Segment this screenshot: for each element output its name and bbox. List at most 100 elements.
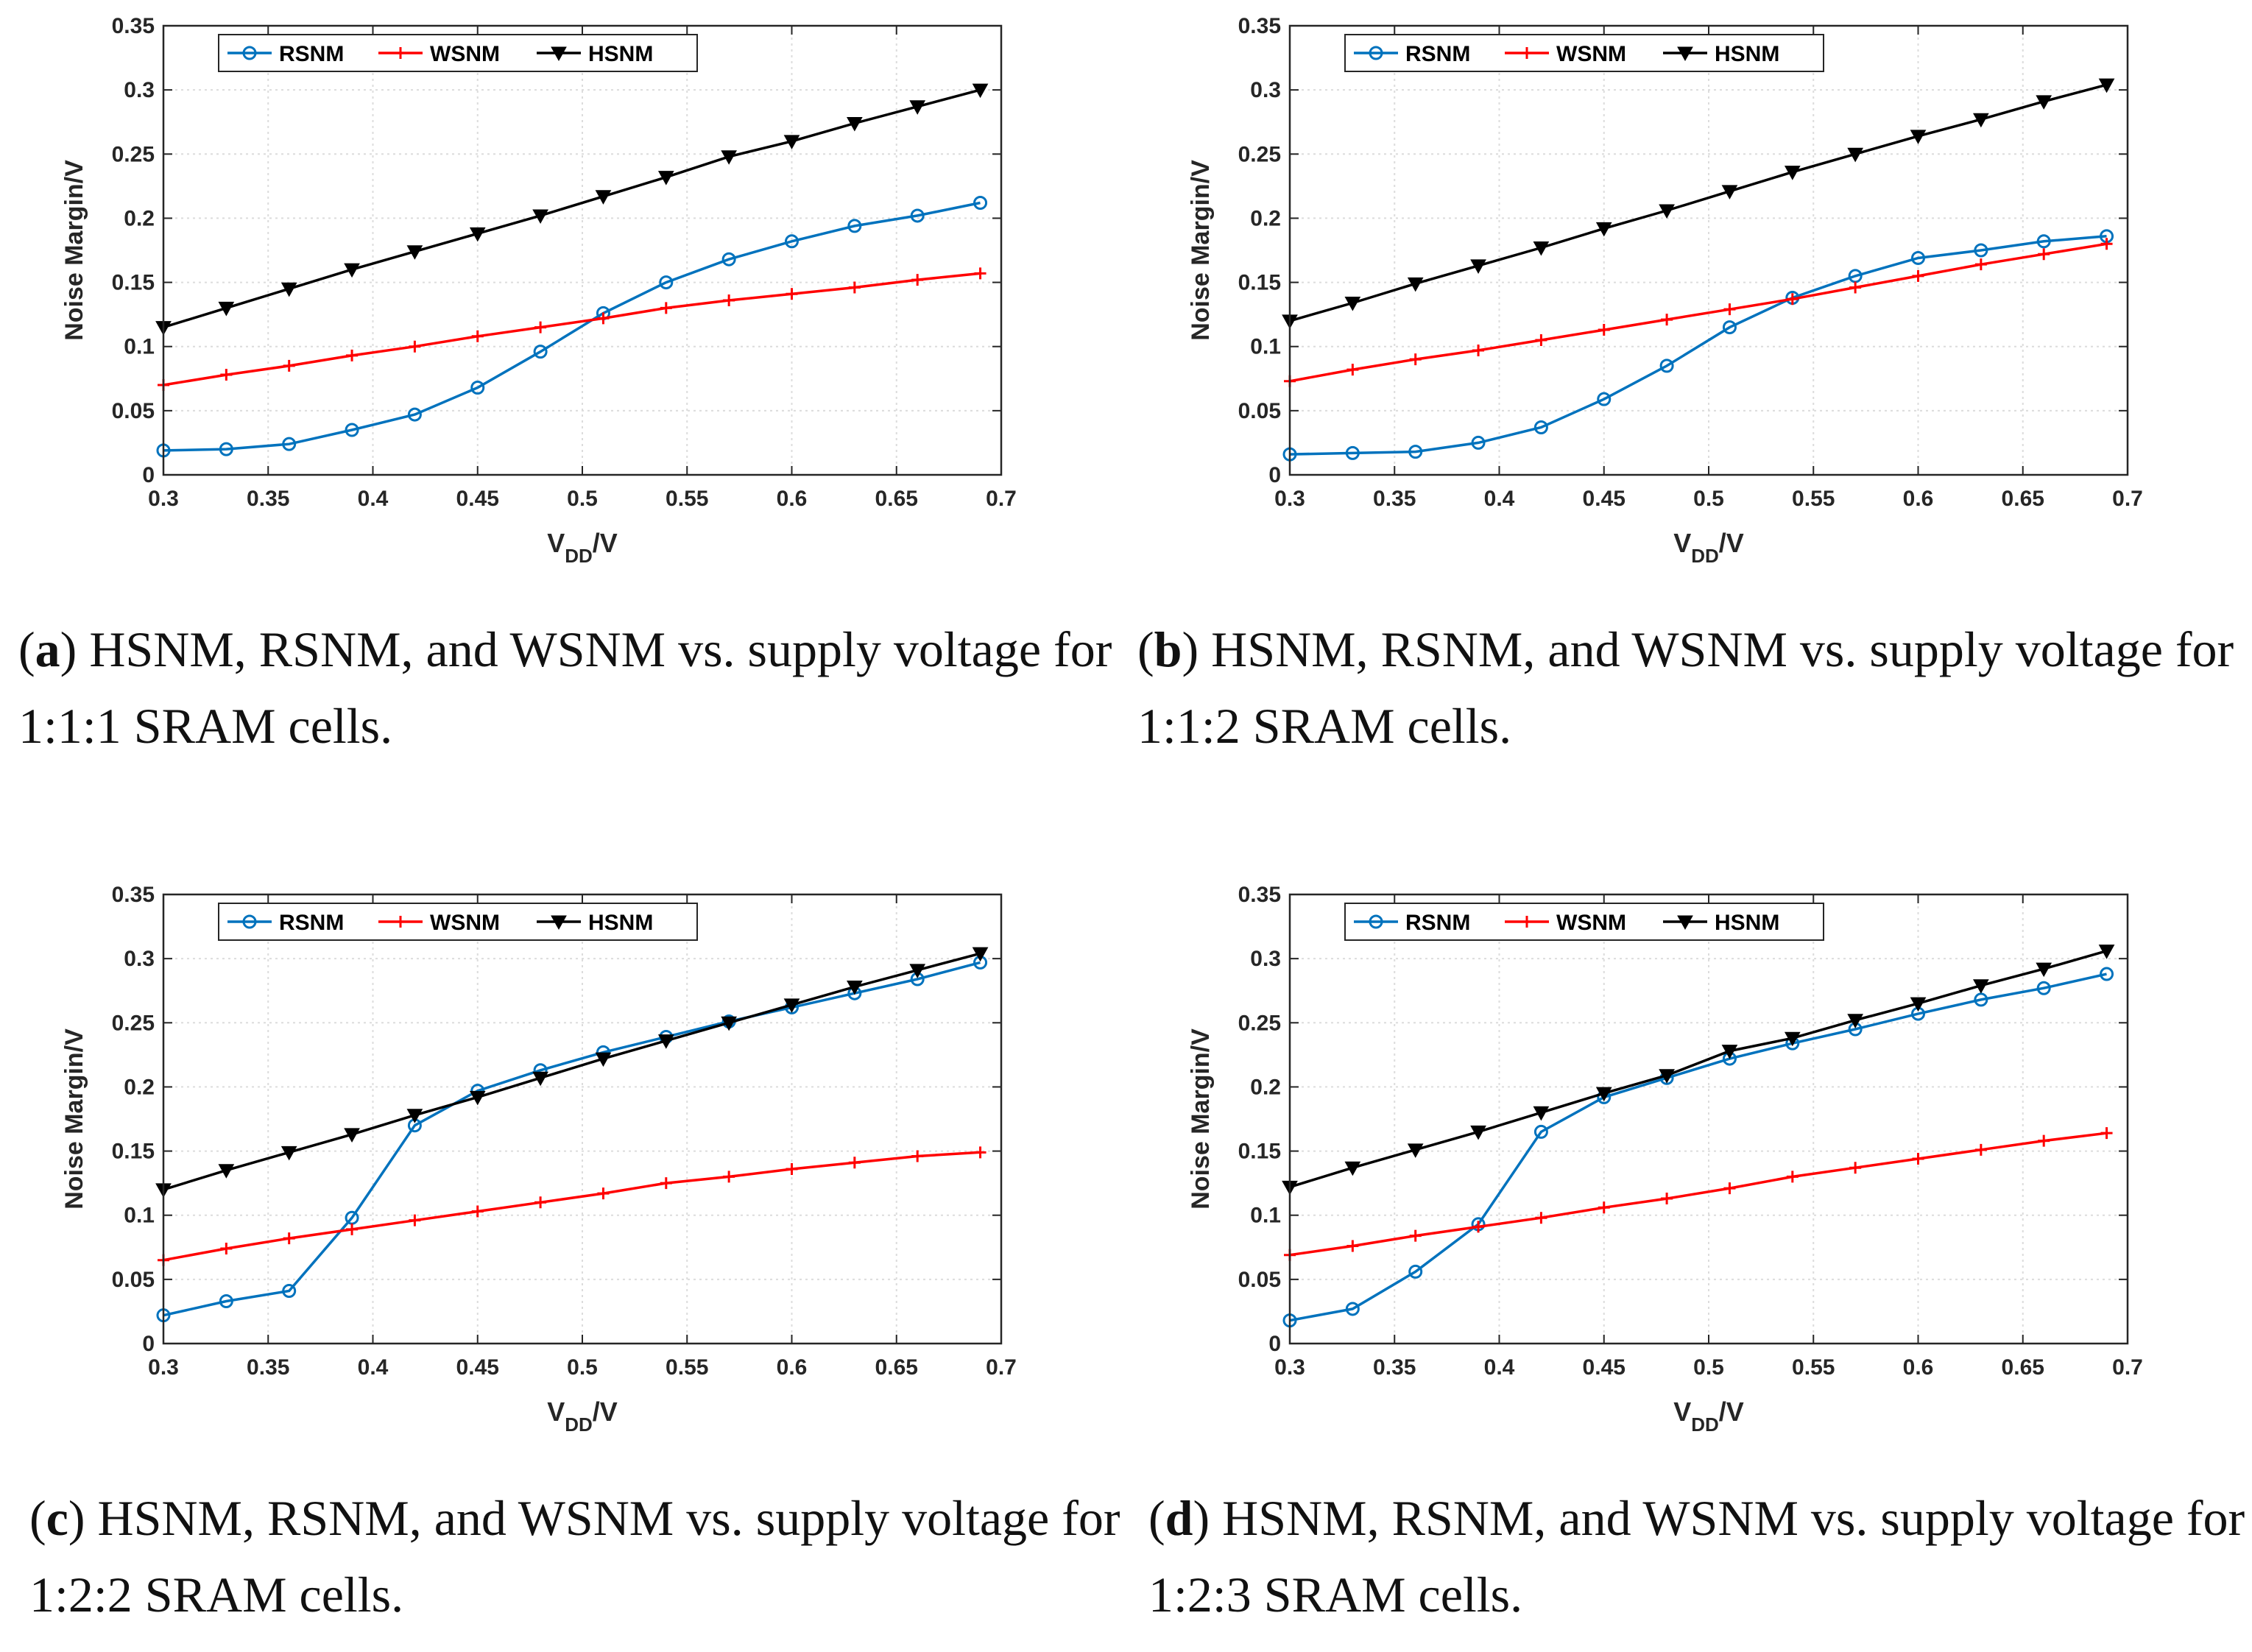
data-point-hsnm [344, 1128, 360, 1143]
data-point-wsnm [848, 1157, 861, 1169]
y-axis-label: Noise Margin/V [1187, 160, 1215, 341]
legend-marker-rsnm [1369, 46, 1383, 60]
series-wsnm [1284, 238, 2113, 387]
data-point-wsnm [1723, 303, 1736, 316]
y-tick-label: 0.35 [1238, 883, 1281, 907]
data-point-wsnm [346, 1223, 359, 1235]
data-point-rsnm [1345, 1302, 1360, 1316]
x-tick-label: 0.7 [986, 487, 1017, 511]
caption-d: (d) HSNM, RSNM, and WSNM vs. supply volt… [1148, 1490, 2245, 1623]
chart-a: 0.3 0.35 0.4 0.45 0.5 0.55 0.6 0.65 0.7 0 0.05 0.1 0… [60, 14, 1017, 567]
data-point-wsnm [2100, 238, 2113, 250]
data-point-hsnm [847, 980, 863, 995]
x-tick-label: 0.3 [1274, 1355, 1305, 1380]
caption-letter: d [1165, 1490, 1193, 1546]
data-point-hsnm [2098, 78, 2115, 93]
series-rsnm [1282, 967, 2114, 1328]
y-tick-label: 0.3 [124, 947, 155, 971]
data-point-wsnm [2100, 1127, 2113, 1140]
y-tick-label: 0.2 [1250, 206, 1281, 230]
data-point-wsnm [1661, 314, 1673, 326]
series-line-rsnm [1289, 235, 2107, 456]
x-axis-label-main: V [1673, 528, 1691, 558]
data-point-rsnm [1471, 435, 1486, 450]
x-tick-label: 0.5 [1693, 1355, 1724, 1380]
x-tick-label: 0.65 [875, 487, 918, 511]
x-tick-label: 0.6 [777, 487, 808, 511]
y-tick-label: 0.15 [1238, 1140, 1281, 1164]
data-point-rsnm [2036, 981, 2051, 995]
legend-label-hsnm: HSNM [1715, 42, 1779, 66]
data-point-hsnm [909, 964, 926, 978]
plot-frame [1288, 24, 2129, 476]
y-tick-label: 0.25 [112, 1011, 155, 1035]
x-tick-label: 0.7 [2112, 487, 2143, 511]
data-point-wsnm [534, 1196, 547, 1209]
legend-label-rsnm: RSNM [1405, 911, 1470, 935]
data-point-hsnm [595, 1052, 612, 1067]
data-point-hsnm [1721, 1045, 1738, 1059]
data-point-wsnm [1598, 1201, 1610, 1214]
x-tick-label: 0.7 [986, 1355, 1017, 1380]
legend-label-wsnm: WSNM [430, 42, 500, 66]
data-point-wsnm [974, 267, 986, 280]
series-line-hsnm [1289, 950, 2107, 1189]
caption-text: HSNM, RSNM, and WSNM vs. supply voltage … [29, 1490, 1120, 1623]
data-point-hsnm [721, 150, 737, 165]
data-point-wsnm [723, 294, 735, 306]
x-tick-label: 0.7 [2112, 1355, 2143, 1380]
data-point-hsnm [1659, 1069, 1675, 1084]
data-point-wsnm [534, 321, 547, 333]
data-point-wsnm [1346, 364, 1359, 376]
legend-marker-hsnm [551, 46, 567, 62]
x-axis-label-sub: DD [565, 1413, 593, 1436]
y-tick-label: 0.1 [124, 1204, 155, 1228]
x-axis-label-tail: /V [1719, 528, 1744, 558]
data-point-wsnm [1786, 293, 1799, 306]
data-point-wsnm [2038, 248, 2050, 261]
legend-marker-hsnm [551, 915, 567, 931]
data-point-wsnm [1849, 1162, 1862, 1174]
y-tick-label: 0.15 [112, 271, 155, 295]
axes: 0.3 0.35 0.4 0.45 0.5 0.55 0.6 0.65 0.7 0 0.05 0.1 0… [112, 14, 1017, 511]
legend-label-rsnm: RSNM [1405, 42, 1470, 66]
data-point-wsnm [471, 1205, 484, 1218]
data-point-wsnm [660, 1177, 672, 1190]
series-rsnm [156, 196, 988, 458]
x-axis-label-main: V [1673, 1397, 1691, 1427]
y-tick-label: 0.05 [112, 1268, 155, 1292]
data-point-hsnm [1533, 241, 1550, 256]
x-tick-label: 0.3 [148, 1355, 179, 1380]
data-point-hsnm [1847, 147, 1863, 163]
data-point-hsnm [1910, 997, 1927, 1012]
data-point-rsnm [910, 208, 925, 223]
plot-frame [1288, 893, 2129, 1345]
x-tick-label: 0.3 [148, 487, 179, 511]
data-point-hsnm [532, 1071, 548, 1087]
data-point-rsnm [1408, 1264, 1423, 1279]
data-point-wsnm [974, 1146, 986, 1159]
data-point-wsnm [1472, 344, 1485, 356]
y-tick-label: 0.05 [1238, 1268, 1281, 1292]
data-point-wsnm [471, 330, 484, 342]
legend-marker-wsnm [395, 916, 406, 928]
data-point-wsnm [1912, 269, 1924, 282]
x-axis-label: VDD/V [1673, 528, 1744, 567]
data-point-hsnm [1407, 277, 1424, 292]
y-axis-label: Noise Margin/V [1187, 1028, 1215, 1210]
data-point-rsnm [721, 252, 736, 266]
x-tick-label: 0.55 [666, 1355, 708, 1380]
y-tick-label: 0.25 [1238, 1011, 1281, 1035]
caption-letter: b [1154, 621, 1182, 677]
data-point-rsnm [533, 345, 548, 359]
data-point-hsnm [1784, 1031, 1801, 1047]
legend-label-hsnm: HSNM [588, 911, 653, 935]
chart-d: 0.3 0.35 0.4 0.45 0.5 0.55 0.6 0.65 0.7 0 0.05 0.1 0… [1187, 883, 2143, 1436]
legend-marker-wsnm [1521, 916, 1533, 928]
data-point-hsnm [657, 171, 674, 186]
data-point-hsnm [595, 190, 612, 205]
caption-letter: a [35, 621, 60, 677]
x-tick-label: 0.35 [1373, 1355, 1416, 1380]
legend-marker-wsnm [1521, 47, 1533, 59]
data-point-wsnm [409, 340, 421, 353]
